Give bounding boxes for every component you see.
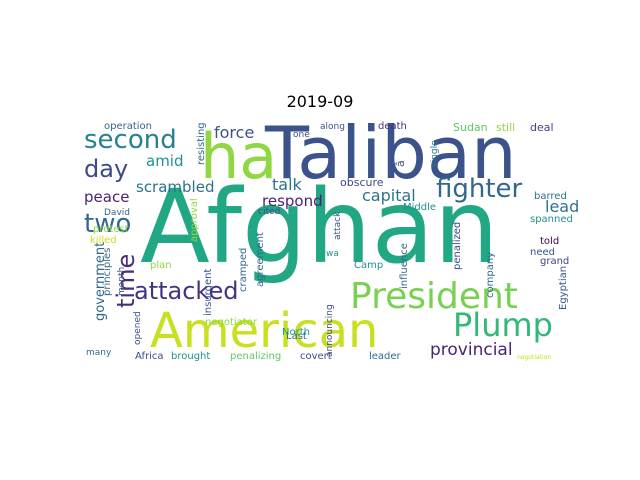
word-20: lead [545,197,579,216]
word-6: Plump [453,306,553,344]
word-33: obscure [340,176,384,189]
word-69: negotiation [517,354,551,361]
word-35: barred [534,191,567,202]
word-38: need [530,247,555,258]
word-62: North [282,327,310,338]
word-9: day [84,155,128,183]
word-2: Taliban [264,111,517,195]
word-21: peace [84,188,129,206]
word-46: cited [258,207,280,217]
word-56: company [485,252,496,298]
word-19: capital [362,186,416,205]
word-58: negotiator [205,317,258,328]
word-8: second [84,125,177,155]
word-39: grand [540,256,569,267]
word-59: opened [133,311,143,345]
word-22: government [93,242,108,321]
word-14: force [214,123,254,142]
word-1: Afghan [140,168,499,287]
word-3: American [150,303,378,359]
word-60: Last [286,331,307,342]
word-26: along [320,122,345,132]
word-28: Sudan [453,121,488,134]
word-34: Middle [403,202,436,213]
word-50: plan [150,260,172,271]
word-18: respond [262,192,323,210]
word-66: penalizing [230,351,281,362]
word-13: provincial [430,340,513,360]
word-67: covert [300,351,332,362]
word-32: single [430,140,440,167]
word-24: resisting [196,122,207,165]
word-64: Africa [135,351,164,362]
figure-title: 2019-09 [286,92,354,111]
word-47: cramped [238,248,249,292]
word-43: principles [102,248,113,296]
word-25: one [293,130,310,140]
word-49: insurgent [203,269,214,316]
word-36: spanned [530,214,573,225]
word-5: President [350,276,518,317]
word-7: fighter [436,174,523,204]
word-12: attacked [134,277,238,305]
word-65: brought [171,351,210,362]
word-44: month [117,267,127,296]
word-11: time [112,254,140,308]
word-63: many [86,348,112,358]
word-48: agreement [255,232,266,287]
word-15: amid [146,152,184,170]
word-4: ha [200,120,277,193]
word-10: two [84,209,131,239]
word-23: operation [104,121,152,132]
word-51: wa [326,249,339,259]
word-17: talk [272,175,303,194]
word-31: â [394,160,407,167]
word-55: penalized [452,222,463,270]
word-41: protest [93,224,129,235]
word-30: deal [530,121,554,134]
word-53: attack [333,211,343,240]
word-37: told [540,236,559,247]
word-27: death [378,121,407,132]
word-54: influence [399,243,410,289]
word-45: approval [189,198,200,242]
word-40: David [104,208,130,218]
word-68: leader [369,351,402,362]
word-16: scrambled [136,178,214,196]
word-57: Egyptian [558,266,569,310]
word-42: killed [90,235,117,246]
word-52: Camp [354,260,383,271]
word-29: still [496,121,515,134]
word-61: announcing [325,304,335,357]
